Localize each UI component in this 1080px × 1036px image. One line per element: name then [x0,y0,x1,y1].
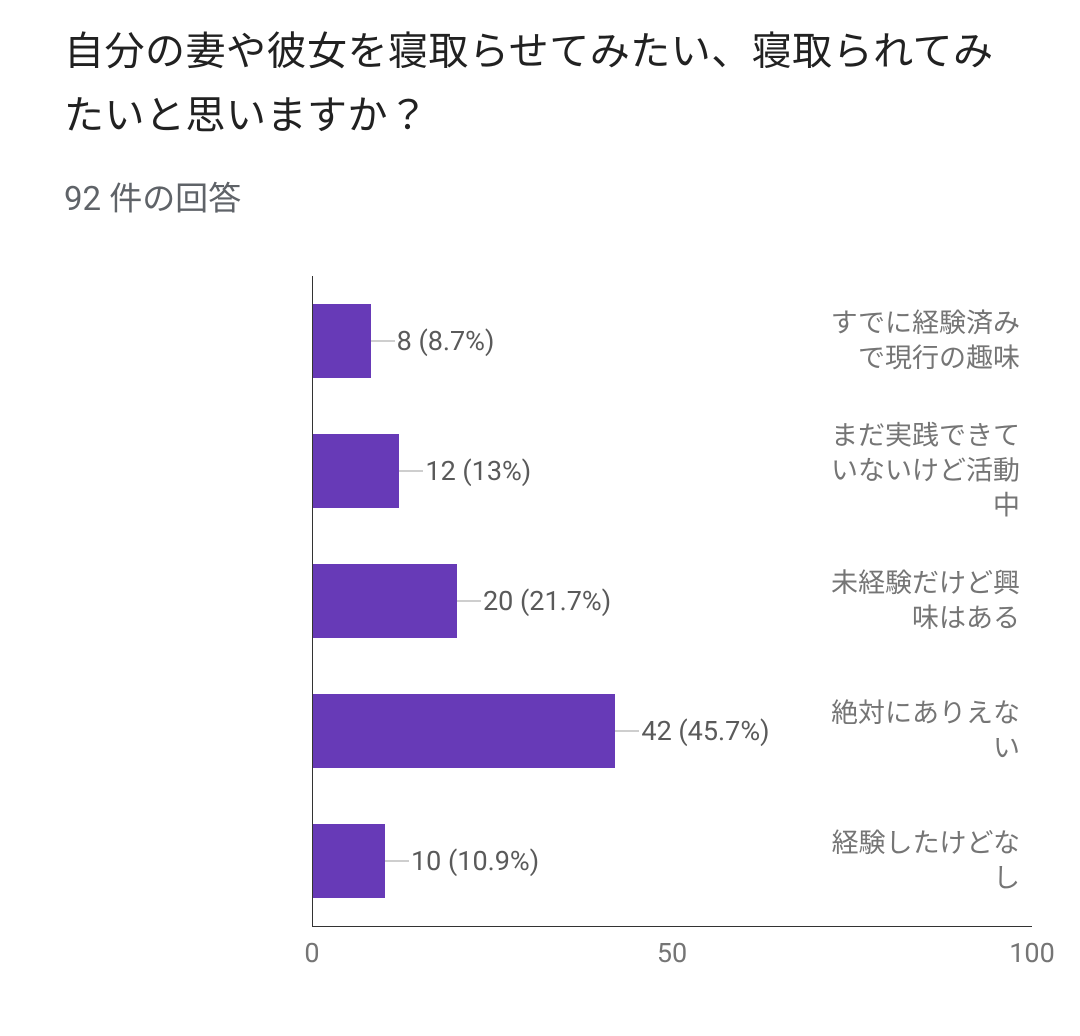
bar [313,434,399,508]
bar [313,694,615,768]
leader-line [371,341,395,342]
bar [313,304,371,378]
plot-area: 8 (8.7%) 12 (13%) 20 (21.7%) 42 (45.7%) 10 (… [312,276,1032,927]
x-tick-label: 50 [657,937,687,969]
leader-line [385,861,409,862]
response-count: 92 件の回答 [64,172,1032,220]
leader-line [457,601,481,602]
leader-line [615,731,639,732]
chart: すでに経験済み で現行の趣味まだ実践できて いないけど活動 中未経験だけど興 味… [64,276,1032,975]
x-tick-label: 100 [1009,937,1055,969]
x-axis: 050100 [312,927,1032,975]
bar [313,824,385,898]
question-title: 自分の妻や彼女を寝取らせてみたい、寝取られてみたいと思いますか？ [64,20,1032,148]
value-label: 8 (8.7%) [397,325,495,357]
bar [313,564,457,638]
value-label: 10 (10.9%) [411,845,539,877]
x-tick-label: 0 [304,937,319,969]
category-labels-column: すでに経験済み で現行の趣味まだ実践できて いないけど活動 中未経験だけど興 味… [64,276,312,926]
value-label: 20 (21.7%) [483,585,611,617]
chart-body: すでに経験済み で現行の趣味まだ実践できて いないけど活動 中未経験だけど興 味… [64,276,1032,927]
value-label: 12 (13%) [425,455,531,487]
survey-result-card: 自分の妻や彼女を寝取らせてみたい、寝取られてみたいと思いますか？ 92 件の回答… [0,0,1080,1036]
value-label: 42 (45.7%) [641,715,769,747]
leader-line [399,471,423,472]
